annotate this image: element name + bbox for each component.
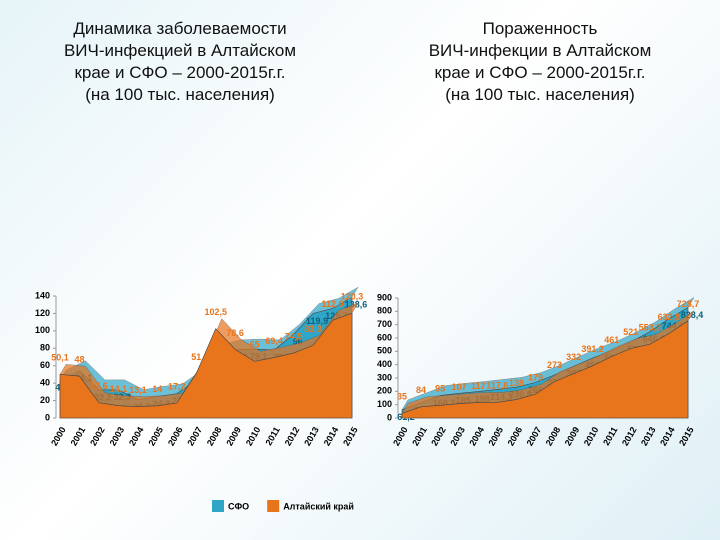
x-tick-label: 2003 <box>448 425 467 447</box>
x-tick-label: 2002 <box>88 425 107 447</box>
data-label: 51 <box>191 352 201 362</box>
data-label: 78,6 <box>226 328 244 338</box>
y-tick-label: 60 <box>40 360 50 370</box>
data-label: 14 <box>152 384 162 394</box>
data-label: 728,7 <box>677 299 700 309</box>
x-tick-label: 2009 <box>224 425 243 447</box>
x-tick-label: 2009 <box>563 425 582 447</box>
y-tick-label: 100 <box>35 325 50 335</box>
data-label: 65 <box>250 340 260 350</box>
chart-title: Динамика заболеваемости ВИЧ-инфекцией в … <box>63 19 297 104</box>
legend-label: Алтайский край <box>283 501 354 511</box>
x-tick-label: 2010 <box>244 425 263 447</box>
x-tick-label: 2015 <box>677 425 696 447</box>
data-label: 273 <box>547 360 562 370</box>
legend-label: СФО <box>228 501 249 511</box>
y-tick-label: 80 <box>40 343 50 353</box>
y-tick-label: 0 <box>387 412 392 422</box>
x-tick-label: 2007 <box>185 425 204 447</box>
x-tick-label: 2001 <box>69 425 88 447</box>
x-tick-label: 2004 <box>467 425 486 447</box>
data-label: 117,6 <box>486 381 508 391</box>
y-tick-label: 300 <box>377 372 392 382</box>
x-tick-label: 2008 <box>544 425 563 447</box>
area <box>59 312 353 419</box>
data-label: 138 <box>509 378 524 388</box>
x-tick-label: 2002 <box>429 425 448 447</box>
x-tick-label: 2012 <box>283 425 302 447</box>
x-tick-label: 2000 <box>49 425 68 447</box>
data-label: 521 <box>623 327 638 337</box>
data-label: 332 <box>566 352 581 362</box>
y-tick-label: 0 <box>45 412 50 422</box>
data-label: 13,1 <box>129 385 147 395</box>
x-tick-label: 2013 <box>639 425 658 447</box>
x-tick-label: 2001 <box>410 425 429 447</box>
y-tick-label: 700 <box>377 319 392 329</box>
data-label: 17,6 <box>90 381 108 391</box>
data-label: 95 <box>435 384 445 394</box>
x-tick-label: 2005 <box>146 425 165 447</box>
x-tick-label: 2015 <box>341 425 360 447</box>
y-tick-label: 800 <box>377 306 392 316</box>
data-label: 112,0 <box>322 299 344 309</box>
data-label: 35 <box>397 392 407 402</box>
x-tick-label: 2006 <box>506 425 525 447</box>
data-label: 69,4 <box>265 336 283 346</box>
x-tick-label: 2005 <box>486 425 505 447</box>
data-label: 96 <box>293 337 303 347</box>
legend: СФО Алтайский край <box>212 500 354 512</box>
data-label: 391,2 <box>581 344 604 354</box>
x-tick-label: 2000 <box>391 425 410 447</box>
y-tick-label: 20 <box>40 395 50 405</box>
y-tick-label: 200 <box>377 386 392 396</box>
x-tick-label: 2010 <box>582 425 601 447</box>
x-tick-label: 2003 <box>108 425 127 447</box>
y-tick-label: 100 <box>377 399 392 409</box>
data-label: 461 <box>604 335 619 345</box>
legend-swatch <box>212 500 224 512</box>
x-tick-label: 2011 <box>601 425 619 447</box>
data-label: 828,4 <box>681 310 704 320</box>
data-label: 50,1 <box>51 353 69 363</box>
data-label: 74,5 <box>285 331 303 341</box>
y-tick-label: 40 <box>40 378 50 388</box>
data-label: 14,1 <box>110 384 128 394</box>
y-tick-label: 120 <box>35 308 50 318</box>
y-tick-label: 400 <box>377 359 392 369</box>
data-label: 84 <box>416 385 426 395</box>
x-tick-label: 2004 <box>127 425 146 447</box>
x-tick-label: 2011 <box>263 425 281 447</box>
y-tick-label: 500 <box>377 346 392 356</box>
data-label: 120,3 <box>341 292 364 302</box>
y-tick-label: 140 <box>35 290 50 300</box>
data-label: 117 <box>471 381 486 391</box>
data-label: 102,5 <box>204 307 227 317</box>
legend-swatch <box>267 500 280 512</box>
area <box>401 320 689 419</box>
x-tick-label: 2007 <box>525 425 544 447</box>
chart-title: Пораженность ВИЧ-инфекции в Алтайском кр… <box>428 19 652 104</box>
data-label: 179 <box>528 373 543 383</box>
y-tick-label: 600 <box>377 332 392 342</box>
x-tick-label: 2014 <box>658 425 677 447</box>
data-label: 48 <box>74 355 84 365</box>
data-label: 553,2 <box>639 323 662 333</box>
y-tick-label: 900 <box>377 292 392 302</box>
x-tick-label: 2012 <box>620 425 639 447</box>
data-label: 83,3 <box>304 324 322 334</box>
data-label: 17,2 <box>168 381 186 391</box>
data-label: 119,9 <box>306 316 328 326</box>
data-label: 107 <box>452 382 467 392</box>
x-tick-label: 2008 <box>205 425 224 447</box>
data-label: 632,8 <box>658 312 681 322</box>
x-tick-label: 2013 <box>302 425 321 447</box>
x-tick-label: 2006 <box>166 425 185 447</box>
x-tick-label: 2014 <box>322 425 341 447</box>
